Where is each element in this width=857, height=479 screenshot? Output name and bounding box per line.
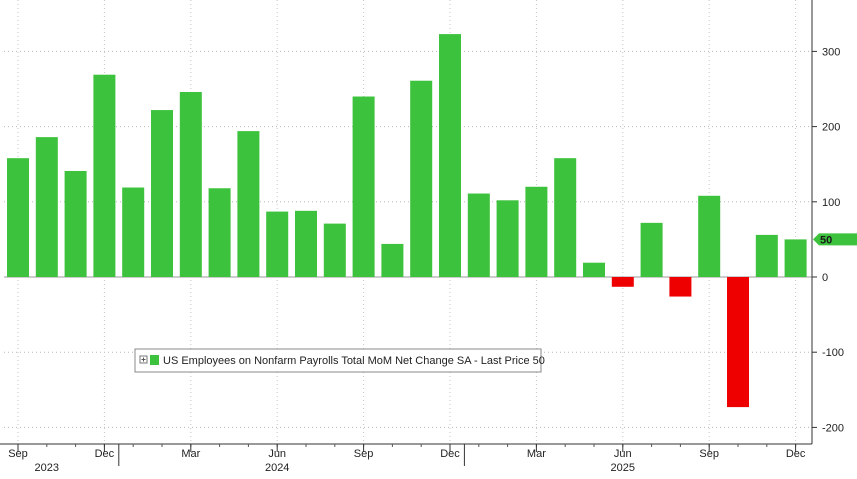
last-price-tag [813, 233, 857, 246]
x-tick-label: Jun [614, 448, 632, 460]
x-year-label: 2025 [611, 462, 635, 474]
bar-2025-05 [583, 262, 605, 277]
bar-2024-09 [352, 96, 375, 278]
bar-2024-02 [151, 110, 173, 277]
x-tick-label: Dec [440, 448, 460, 460]
legend-label: US Employees on Nonfarm Payrolls Total M… [163, 355, 545, 367]
x-tick-label: Dec [95, 448, 115, 460]
x-tick-label: Mar [181, 448, 200, 460]
bar-2023-09 [7, 158, 29, 277]
bar-2025-01 [467, 193, 490, 277]
bar-2025-09 [698, 195, 721, 277]
bar-2024-07 [295, 210, 317, 277]
bar-2023-10 [35, 137, 58, 277]
x-year-label: 2024 [265, 462, 289, 474]
y-tick-label: -200 [822, 422, 844, 434]
bar-2024-10 [381, 243, 404, 277]
bar-2025-02 [496, 200, 519, 277]
bar-2024-08 [323, 223, 346, 277]
bar-2023-11 [64, 170, 87, 277]
y-tick-label: 0 [822, 272, 828, 284]
bar-2024-05 [237, 131, 260, 277]
bar-layer [7, 34, 807, 408]
x-tick-label: Sep [8, 448, 28, 460]
x-year-label: 2023 [35, 462, 59, 474]
y-tick-label: 100 [822, 197, 840, 209]
bar-2024-04 [208, 188, 231, 277]
y-tick-label: -100 [822, 347, 844, 359]
y-tick-label: 300 [822, 46, 840, 58]
bar-2023-12 [93, 74, 116, 277]
x-tick-label: Dec [786, 448, 806, 460]
legend-swatch [150, 355, 159, 365]
bar-2024-11 [410, 80, 433, 277]
bar-2025-12 [784, 239, 807, 277]
x-tick-label: Sep [354, 448, 374, 460]
bar-2025-11 [755, 234, 778, 277]
bar-2025-08 [669, 277, 692, 297]
bar-2024-12 [439, 34, 461, 277]
bar-2024-03 [179, 92, 202, 278]
bar-2025-03 [525, 186, 548, 277]
last-price-label: 50 [820, 234, 832, 246]
bar-2025-07 [640, 222, 663, 277]
x-tick-label: Sep [699, 448, 719, 460]
legend-box [134, 348, 542, 373]
bar-2025-04 [554, 158, 577, 277]
legend: US Employees on Nonfarm Payrolls Total M… [134, 348, 545, 373]
bar-2025-10 [727, 277, 749, 408]
bar-2024-01 [122, 187, 145, 277]
bar-2024-06 [266, 211, 289, 277]
x-tick-label: Jun [268, 448, 286, 460]
x-tick-label: Mar [527, 448, 546, 460]
y-tick-label: 200 [822, 122, 840, 134]
bar-2025-06 [611, 277, 634, 287]
